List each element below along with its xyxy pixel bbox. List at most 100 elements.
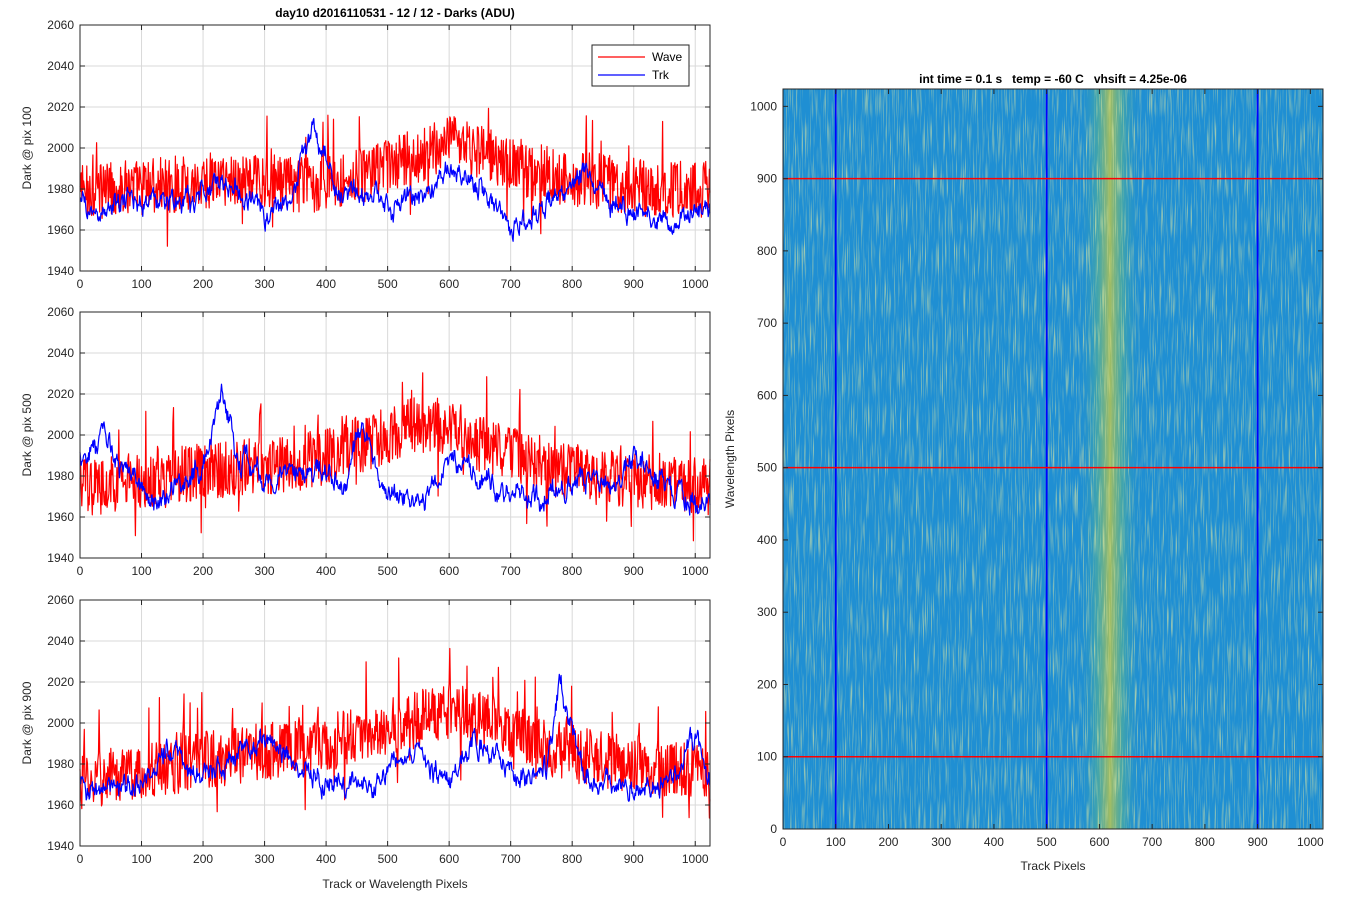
x-tick-label: 600 (439, 564, 459, 578)
y-tick-label: 2020 (47, 675, 74, 689)
y-tick-label: 100 (757, 750, 777, 764)
line-panel-bottom: 0 100 200 300 400 500 600 700 800 900 1000 1940 1960… (20, 593, 711, 891)
x-tick-label: 500 (378, 852, 398, 866)
y-tick-label: 1940 (47, 264, 74, 278)
y-tick-label: 2000 (47, 141, 74, 155)
x-tick-label: 300 (255, 852, 275, 866)
x-tick-label: 0 (780, 835, 787, 849)
x-tick-label: 200 (193, 564, 213, 578)
y-tick-label: 2060 (47, 593, 74, 607)
ticks-heatmap: 0 100 200 300 400 500 600 700 800 900 1000 0 100 200 3… (750, 89, 1324, 849)
x-tick-label: 1000 (682, 852, 709, 866)
x-tick-label: 800 (1195, 835, 1215, 849)
y-tick-label: 1940 (47, 839, 74, 853)
x-tick-label: 300 (931, 835, 951, 849)
heatmap-ylabel: Wavelength Pixels (723, 410, 737, 508)
y-tick-label: 2060 (47, 18, 74, 32)
y-tick-label: 1960 (47, 798, 74, 812)
x-tick-label: 600 (439, 277, 459, 291)
y-tick-label: 600 (757, 388, 777, 402)
x-tick-label: 800 (562, 277, 582, 291)
ticks-bottom: 0 100 200 300 400 500 600 700 800 900 1000 1940 1960… (47, 593, 710, 866)
xlabel-bottom: Track or Wavelength Pixels (322, 877, 467, 891)
heatmap-title: int time = 0.1 s temp = -60 C vhsift = 4… (919, 72, 1187, 86)
y-tick-label: 1940 (47, 551, 74, 565)
y-tick-label: 300 (757, 605, 777, 619)
heatmap-panel: int time = 0.1 s temp = -60 C vhsift = 4… (723, 72, 1324, 873)
ylabel-middle: Dark @ pix 500 (20, 393, 34, 476)
x-tick-label: 200 (193, 852, 213, 866)
x-tick-label: 0 (77, 277, 84, 291)
x-tick-label: 1000 (1297, 835, 1324, 849)
y-tick-label: 2040 (47, 634, 74, 648)
legend-wave-label: Wave (652, 50, 683, 64)
x-tick-label: 100 (132, 852, 152, 866)
x-tick-label: 900 (624, 852, 644, 866)
x-tick-label: 400 (984, 835, 1004, 849)
heatmap-speckle (783, 89, 1323, 829)
y-tick-label: 2020 (47, 387, 74, 401)
y-tick-label: 1980 (47, 182, 74, 196)
x-tick-label: 400 (316, 564, 336, 578)
y-tick-label: 2000 (47, 428, 74, 442)
x-tick-label: 600 (439, 852, 459, 866)
y-tick-label: 1980 (47, 469, 74, 483)
heatmap-axes-box (782, 88, 1324, 830)
x-tick-label: 400 (316, 852, 336, 866)
heatmap-image (783, 89, 1323, 829)
figure-title: day10 d2016110531 - 12 / 12 - Darks (ADU… (275, 6, 514, 20)
y-tick-label: 500 (757, 461, 777, 475)
y-tick-label: 800 (757, 244, 777, 258)
ticks-middle: 0 100 200 300 400 500 600 700 800 900 1000 1940 1960… (47, 305, 710, 578)
x-tick-label: 100 (132, 277, 152, 291)
y-tick-label: 0 (770, 822, 777, 836)
x-tick-label: 1000 (682, 277, 709, 291)
x-tick-label: 1000 (682, 564, 709, 578)
x-tick-label: 700 (1142, 835, 1162, 849)
y-tick-label: 2020 (47, 100, 74, 114)
x-tick-label: 700 (501, 277, 521, 291)
y-tick-label: 2040 (47, 346, 74, 360)
x-tick-label: 100 (826, 835, 846, 849)
x-tick-label: 800 (562, 852, 582, 866)
ticks-top: 0 100 200 300 400 500 600 700 800 900 1000 1940 1960… (47, 18, 710, 291)
y-tick-label: 2000 (47, 716, 74, 730)
y-tick-label: 1960 (47, 223, 74, 237)
ylabel-bottom: Dark @ pix 900 (20, 681, 34, 764)
x-tick-label: 800 (562, 564, 582, 578)
y-tick-label: 1960 (47, 510, 74, 524)
series-wave-line (79, 107, 711, 247)
x-tick-label: 600 (1089, 835, 1109, 849)
x-tick-label: 0 (77, 564, 84, 578)
series-layer-top (79, 107, 711, 247)
line-panel-top: 0 100 200 300 400 500 600 700 800 900 1000 1940 1960… (20, 18, 711, 291)
y-tick-label: 400 (757, 533, 777, 547)
legend: Wave Trk (591, 44, 690, 87)
series-layer-bottom (79, 647, 711, 819)
x-tick-label: 500 (378, 277, 398, 291)
x-tick-label: 0 (77, 852, 84, 866)
y-tick-label: 2060 (47, 305, 74, 319)
legend-box (591, 44, 690, 87)
y-tick-label: 1000 (750, 99, 777, 113)
x-tick-label: 300 (255, 277, 275, 291)
y-tick-label: 900 (757, 172, 777, 186)
series-trk-line (79, 383, 711, 516)
x-tick-label: 900 (1248, 835, 1268, 849)
x-tick-label: 200 (193, 277, 213, 291)
series-trk-line (79, 673, 711, 802)
series-layer-middle (79, 372, 711, 542)
y-tick-label: 200 (757, 677, 777, 691)
x-tick-label: 500 (1037, 835, 1057, 849)
x-tick-label: 900 (624, 277, 644, 291)
legend-trk-label: Trk (652, 68, 670, 82)
series-trk-line (79, 117, 711, 242)
line-panel-middle: 0 100 200 300 400 500 600 700 800 900 1000 1940 1960… (20, 305, 711, 578)
x-tick-label: 700 (501, 564, 521, 578)
x-tick-label: 400 (316, 277, 336, 291)
x-tick-label: 300 (255, 564, 275, 578)
x-tick-label: 200 (878, 835, 898, 849)
y-tick-label: 700 (757, 316, 777, 330)
heatmap-markers (783, 89, 1323, 829)
